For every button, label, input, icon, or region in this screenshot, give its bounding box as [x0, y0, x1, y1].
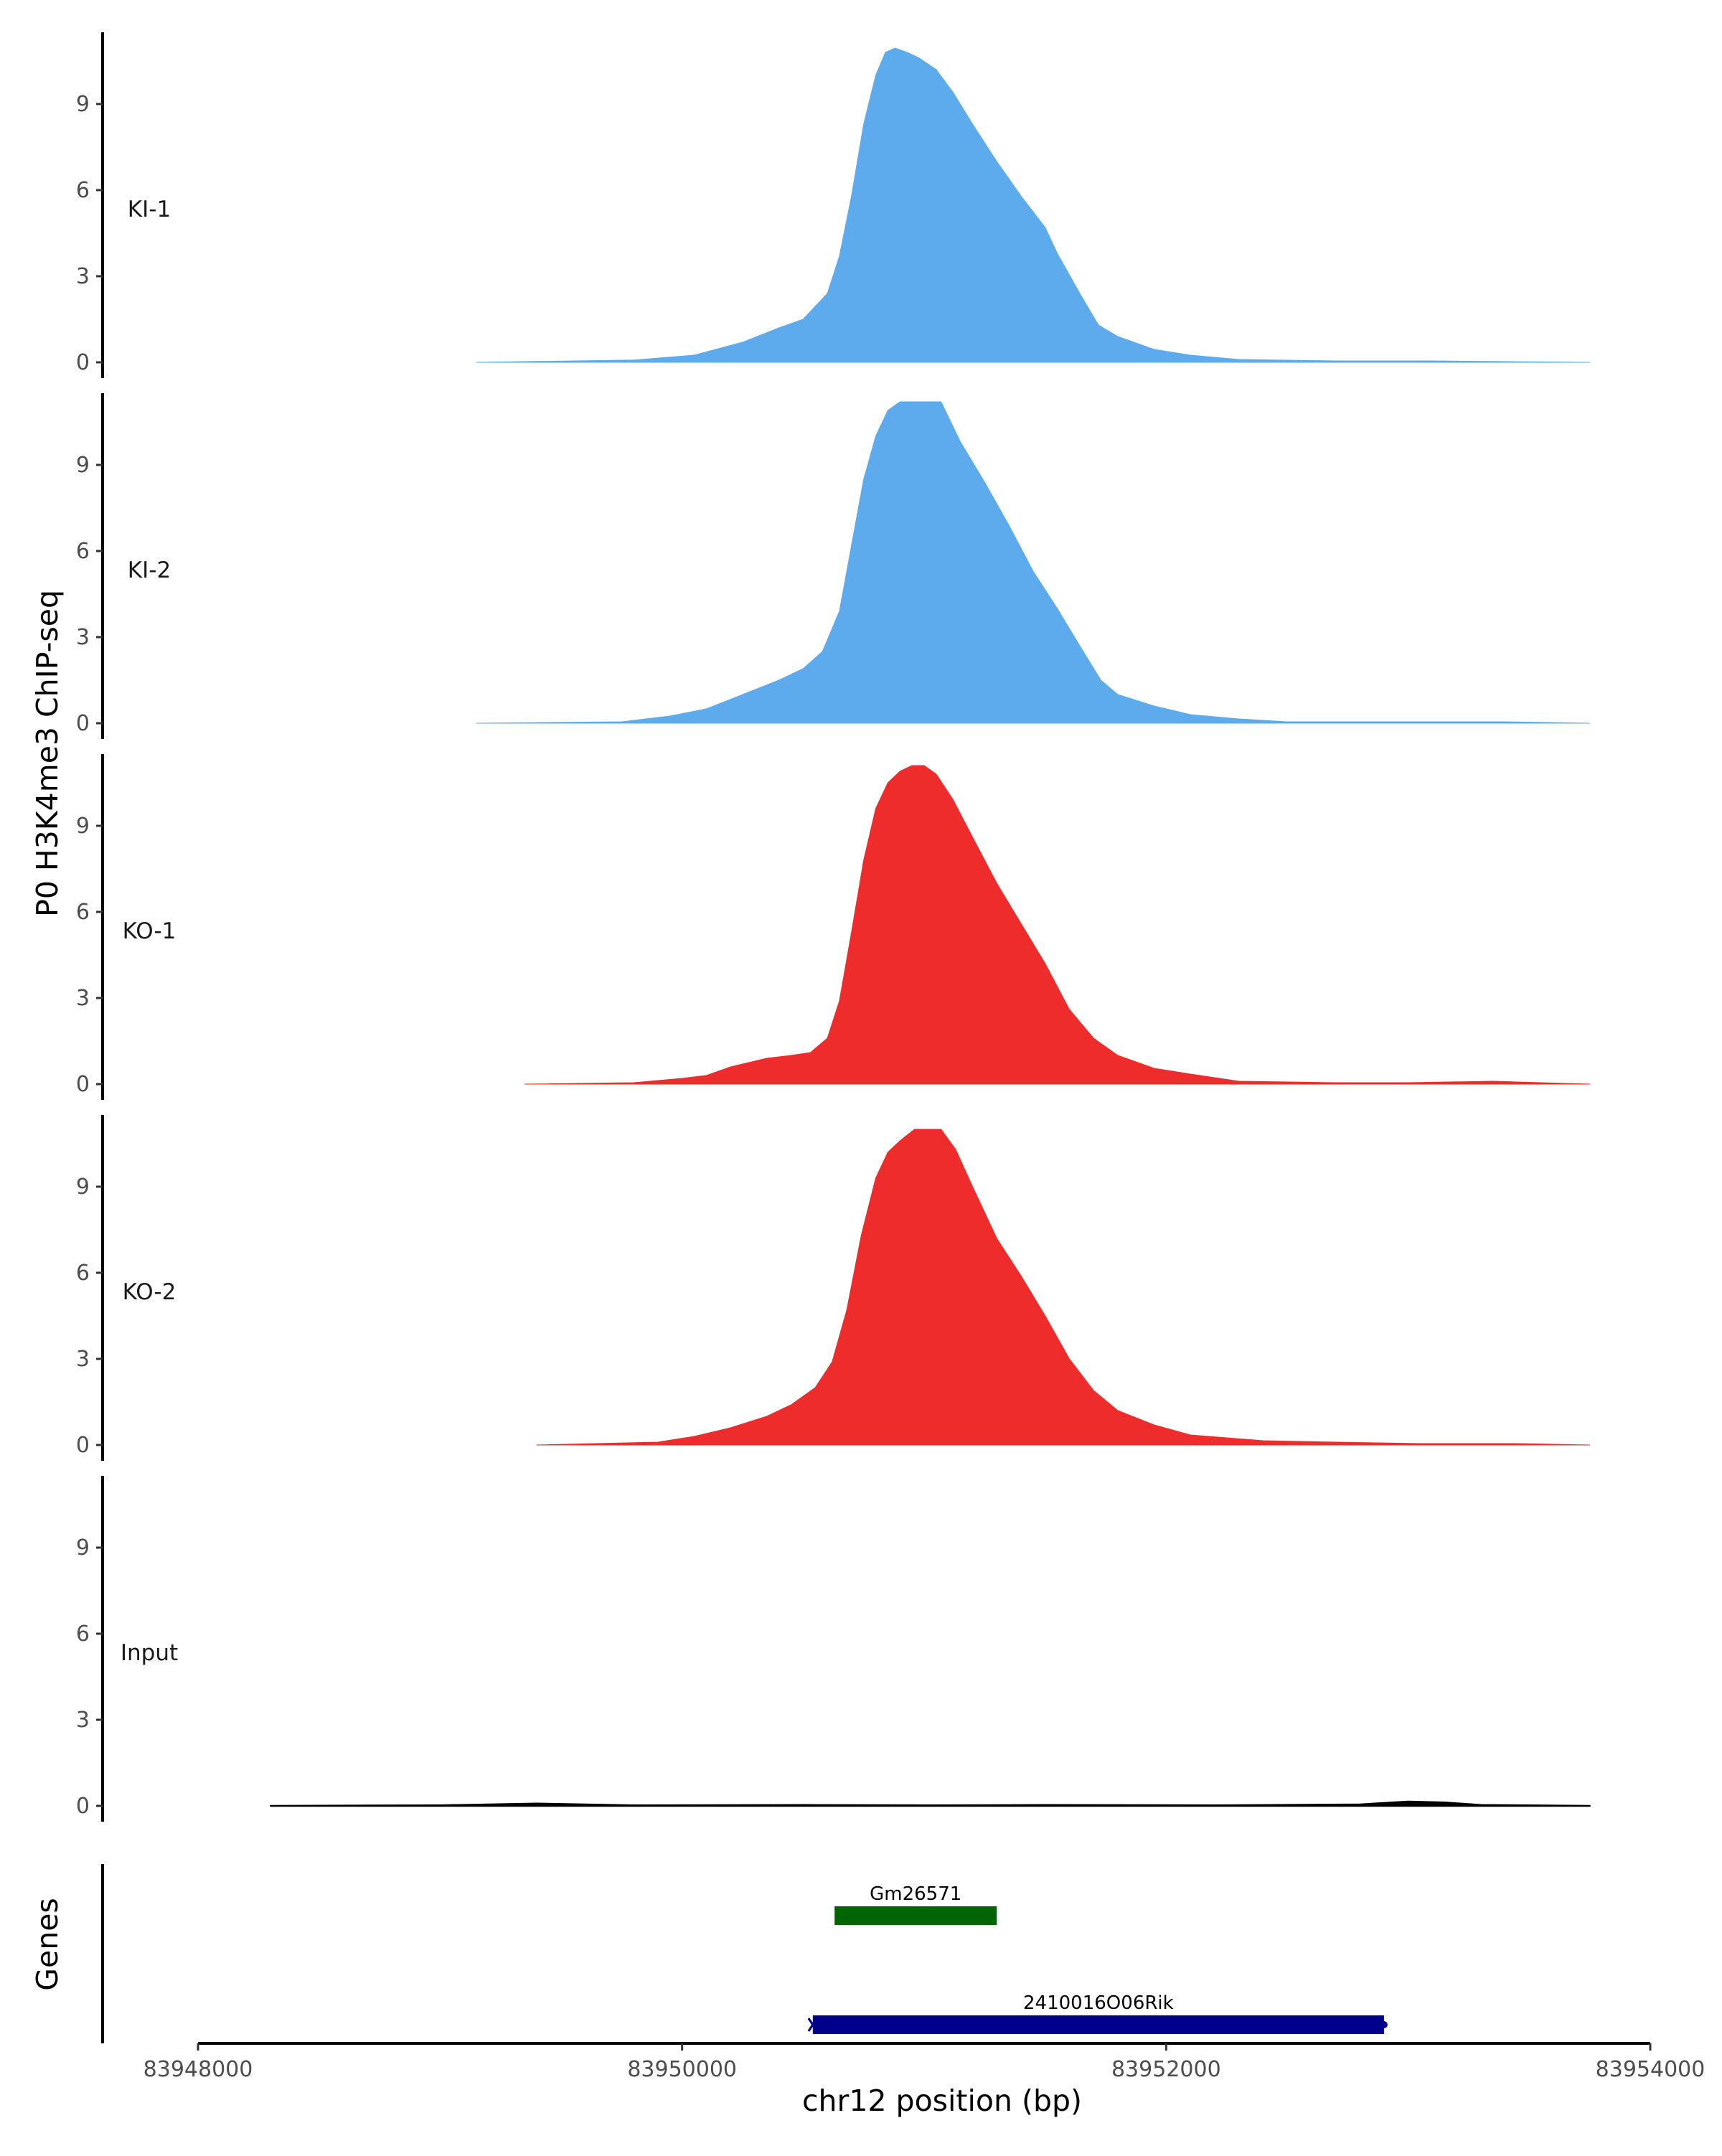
- signal-area-ko-2: [536, 1129, 1591, 1446]
- x-tick-label-83950000: 83950000: [627, 2057, 737, 2082]
- y-axis-title: P0 H3K4me3 ChIP-seq: [30, 590, 65, 917]
- gene-end-mark-2410016o06rik: [1380, 2021, 1388, 2028]
- y-tick-label-ki-2-0: 0: [76, 711, 90, 736]
- genes-axis-title: Genes: [30, 1898, 65, 1991]
- y-tick-label-ko-2-0: 0: [76, 1433, 90, 1458]
- gene-label-2410016o06rik: 2410016O06Rik: [1023, 1992, 1174, 2014]
- y-tick-label-ko-2-9: 9: [76, 1174, 90, 1200]
- y-tick-label-ki-1-6: 6: [76, 178, 90, 203]
- y-tick-label-ki-2-9: 9: [76, 453, 90, 478]
- track-panel-input: 0 3 6 9 Input: [76, 1476, 1591, 1822]
- track-label-ko-1: KO-1: [123, 918, 177, 944]
- y-tick-label-ko-1-6: 6: [76, 900, 90, 925]
- gene-gm26571: Gm26571: [834, 1883, 997, 1925]
- gene-strand-mark-2410016o06rik: [807, 2018, 819, 2032]
- y-tick-label-input-3: 3: [76, 1708, 90, 1733]
- y-tick-label-ko-1-9: 9: [76, 814, 90, 839]
- x-tick-label-83952000: 83952000: [1111, 2057, 1221, 2082]
- x-axis: 83948000 83950000 83952000 83954000: [144, 2042, 1705, 2082]
- y-tick-label-ko-2-6: 6: [76, 1261, 90, 1286]
- signal-area-ki-2: [476, 401, 1591, 724]
- y-tick-label-ki-2-3: 3: [76, 625, 90, 650]
- track-panels: 0 3 6 9 KI-1 0 3 6 9 KI-2 0 3 6 9 KO-1 0 3 6 9 KO-2 0 3 6 9 Inpu…: [76, 32, 1591, 1822]
- genes-panel: Gm26571 2410016O06Rik: [101, 1864, 1388, 2043]
- gene-bar-gm26571: [834, 1906, 997, 1925]
- y-tick-label-input-9: 9: [76, 1535, 90, 1560]
- y-tick-label-ki-1-9: 9: [76, 92, 90, 117]
- track-panel-ko-2: 0 3 6 9 KO-2: [76, 1115, 1591, 1461]
- x-tick-label-83954000: 83954000: [1596, 2057, 1705, 2082]
- y-tick-label-ki-2-6: 6: [76, 539, 90, 564]
- gene-label-gm26571: Gm26571: [870, 1883, 961, 1905]
- y-tick-label-ki-1-0: 0: [76, 350, 90, 375]
- y-tick-label-ki-1-3: 3: [76, 264, 90, 289]
- y-tick-label-ko-2-3: 3: [76, 1347, 90, 1372]
- track-label-ki-2: KI-2: [128, 557, 171, 583]
- y-tick-label-ko-1-3: 3: [76, 986, 90, 1011]
- gene-2410016o06rik: 2410016O06Rik: [807, 1992, 1388, 2034]
- signal-area-ko-1: [524, 765, 1591, 1085]
- track-panel-ki-2: 0 3 6 9 KI-2: [76, 393, 1591, 739]
- y-tick-label-input-6: 6: [76, 1621, 90, 1647]
- gene-bar-2410016o06rik: [812, 2015, 1384, 2034]
- track-label-ki-1: KI-1: [128, 197, 171, 222]
- track-label-ko-2: KO-2: [123, 1279, 177, 1305]
- signal-area-ki-1: [476, 47, 1591, 363]
- signal-area-input: [269, 1800, 1591, 1807]
- x-axis-title: chr12 position (bp): [802, 2084, 1082, 2118]
- track-panel-ko-1: 0 3 6 9 KO-1: [76, 754, 1591, 1100]
- y-tick-label-input-0: 0: [76, 1794, 90, 1819]
- track-panel-ki-1: 0 3 6 9 KI-1: [76, 32, 1591, 378]
- x-tick-label-83948000: 83948000: [144, 2057, 253, 2082]
- y-tick-label-ko-1-0: 0: [76, 1072, 90, 1097]
- track-label-input: Input: [121, 1640, 178, 1666]
